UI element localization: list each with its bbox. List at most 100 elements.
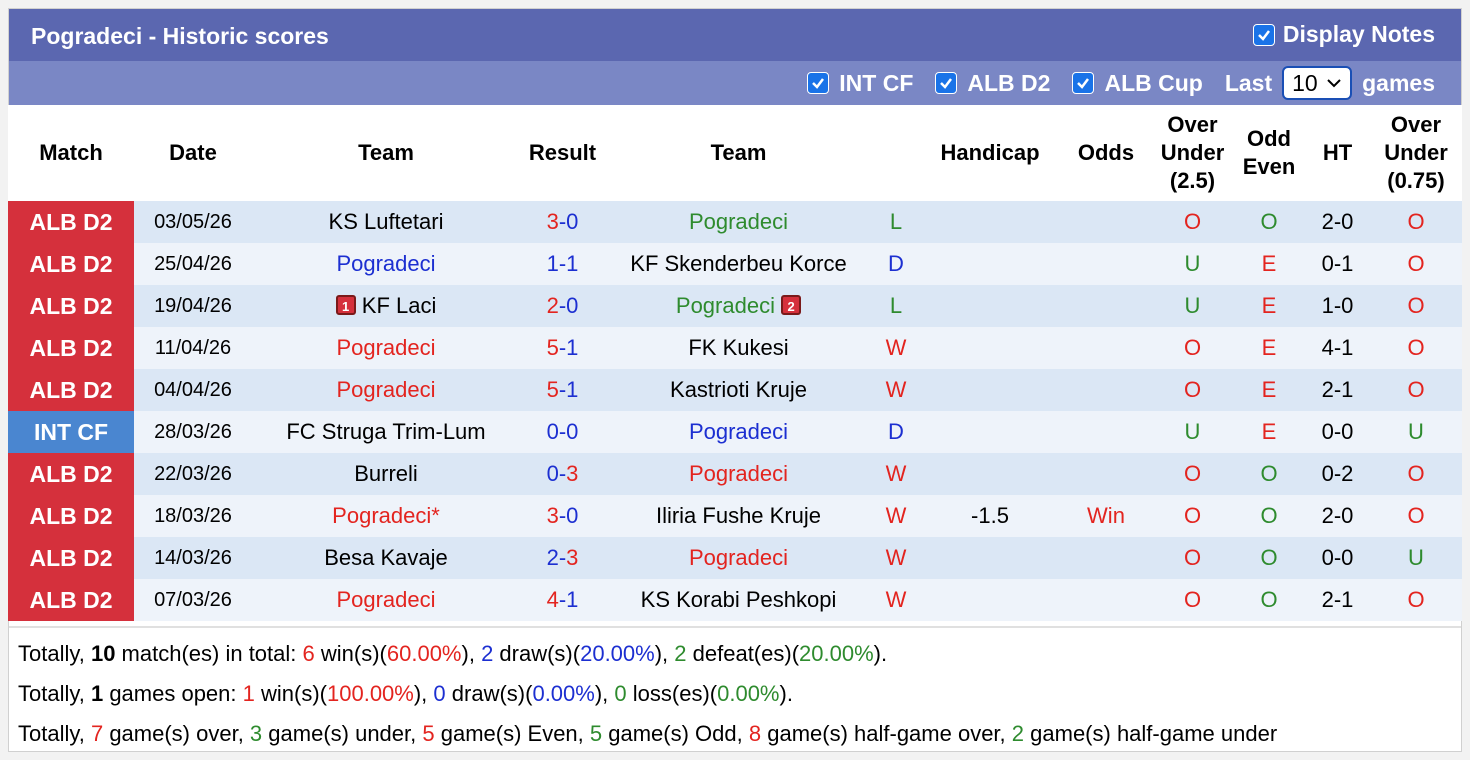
games-count-select[interactable]: 10 bbox=[1282, 66, 1353, 100]
summary-text: Totally, bbox=[18, 681, 91, 706]
outcome: W bbox=[872, 579, 920, 621]
checkbox[interactable] bbox=[935, 72, 958, 94]
team-name: Kastrioti Kruje bbox=[670, 377, 807, 402]
team-name: Pogradeci* bbox=[332, 503, 440, 528]
handicap bbox=[920, 243, 1060, 285]
competition: ALB D2 bbox=[8, 537, 134, 579]
summary-text: defeat(es)( bbox=[686, 641, 800, 666]
date: 22/03/26 bbox=[134, 453, 252, 495]
handicap bbox=[920, 201, 1060, 243]
checkbox[interactable] bbox=[1252, 23, 1275, 46]
half-time: 4-1 bbox=[1305, 327, 1370, 369]
summary-text: ). bbox=[779, 681, 793, 706]
summary-text: 0.00% bbox=[717, 681, 780, 706]
home-team: Pogradeci bbox=[252, 579, 520, 621]
away-goals: 1 bbox=[566, 587, 579, 612]
outcome: L bbox=[872, 201, 920, 243]
team-name: Pogradeci bbox=[336, 251, 436, 276]
league-filter[interactable]: ALB Cup bbox=[1072, 70, 1203, 97]
summary-text: 5 bbox=[589, 721, 603, 746]
home-team: Pogradeci* bbox=[252, 495, 520, 537]
league-filter[interactable]: INT CF bbox=[807, 70, 913, 97]
summary-text: game(s) under, bbox=[262, 721, 423, 746]
result: 0-3 bbox=[520, 453, 605, 495]
date: 04/04/26 bbox=[134, 369, 252, 411]
checkbox-label: ALB D2 bbox=[967, 69, 1051, 96]
handicap bbox=[920, 369, 1060, 411]
outcome: D bbox=[872, 411, 920, 453]
odd-even: E bbox=[1233, 369, 1305, 411]
handicap bbox=[920, 285, 1060, 327]
over-under-ht: U bbox=[1370, 411, 1462, 453]
half-time: 2-0 bbox=[1305, 201, 1370, 243]
checkbox[interactable] bbox=[1072, 72, 1095, 94]
result: 2-0 bbox=[520, 285, 605, 327]
away-goals: 1 bbox=[566, 335, 579, 360]
over-under-ht: O bbox=[1370, 201, 1462, 243]
handicap: -1.5 bbox=[920, 495, 1060, 537]
summary-text: 20.00% bbox=[580, 641, 655, 666]
summary-text: game(s) over, bbox=[103, 721, 250, 746]
away-team: Kastrioti Kruje bbox=[605, 369, 872, 411]
match-row: ALB D2 22/03/26 Burreli 0-3 Pogradeci W O O 0-2 O bbox=[8, 453, 1462, 495]
competition: ALB D2 bbox=[8, 579, 134, 621]
summary-text: 60.00% bbox=[386, 641, 462, 666]
over-under: O bbox=[1152, 495, 1233, 537]
summary-text: ), bbox=[594, 681, 615, 706]
score-separator: - bbox=[558, 461, 567, 486]
odd-even: O bbox=[1233, 453, 1305, 495]
home-goals: 0 bbox=[546, 419, 559, 444]
score-separator: - bbox=[558, 587, 567, 612]
over-under: U bbox=[1152, 243, 1233, 285]
summary-text: 1 bbox=[90, 681, 104, 706]
date: 14/03/26 bbox=[134, 537, 252, 579]
score-separator: - bbox=[558, 293, 567, 318]
scores-table: Match Date Team Result Team Handicap Odds Over … bbox=[8, 105, 1462, 621]
half-time: 2-1 bbox=[1305, 579, 1370, 621]
checkbox[interactable] bbox=[807, 72, 830, 94]
home-team: 1 KF Laci bbox=[252, 285, 520, 327]
date: 03/05/26 bbox=[134, 201, 252, 243]
summary-text: Totally, bbox=[18, 641, 91, 666]
column-header: Match bbox=[8, 105, 134, 201]
date: 19/04/26 bbox=[134, 285, 252, 327]
competition: INT CF bbox=[8, 411, 134, 453]
away-goals: 3 bbox=[566, 461, 579, 486]
match-row: ALB D2 04/04/26 Pogradeci 5-1 Kastrioti Kruj… bbox=[8, 369, 1462, 411]
team-name: Pogradeci bbox=[336, 377, 436, 402]
summary-line: Totally, 7 game(s) over, 3 game(s) under… bbox=[9, 714, 1461, 754]
last-label: Last bbox=[1224, 69, 1273, 96]
competition: ALB D2 bbox=[8, 327, 134, 369]
match-row: ALB D2 14/03/26 Besa Kavaje 2-3 Pogradeci W O O… bbox=[8, 537, 1462, 579]
half-time: 0-0 bbox=[1305, 411, 1370, 453]
handicap bbox=[920, 453, 1060, 495]
team-name: Pogradeci bbox=[688, 545, 789, 570]
summary-text: 3 bbox=[249, 721, 263, 746]
team-name: Besa Kavaje bbox=[324, 545, 448, 570]
summary-text: loss(es)( bbox=[626, 681, 718, 706]
team-name: KS Korabi Peshkopi bbox=[640, 587, 837, 612]
over-under: O bbox=[1152, 579, 1233, 621]
home-goals: 4 bbox=[546, 587, 559, 612]
date: 11/04/26 bbox=[134, 327, 252, 369]
competition: ALB D2 bbox=[8, 369, 134, 411]
league-filter[interactable]: ALB D2 bbox=[935, 70, 1050, 97]
over-under-ht: O bbox=[1370, 579, 1462, 621]
away-team: Pogradeci bbox=[605, 537, 872, 579]
home-goals: 5 bbox=[546, 335, 559, 360]
over-under: O bbox=[1152, 537, 1233, 579]
away-goals: 0 bbox=[566, 209, 579, 234]
result: 5-1 bbox=[520, 327, 605, 369]
competition: ALB D2 bbox=[8, 453, 134, 495]
title-bar: Pogradeci - Historic scores Display Note… bbox=[9, 9, 1461, 61]
team-name: KF Laci bbox=[361, 293, 437, 318]
summary-text: 0.00% bbox=[532, 681, 595, 706]
over-under-ht: O bbox=[1370, 285, 1462, 327]
over-under: U bbox=[1152, 411, 1233, 453]
column-header: Over Under (0.75) bbox=[1370, 105, 1462, 201]
home-team: Pogradeci bbox=[252, 369, 520, 411]
home-goals: 2 bbox=[546, 293, 559, 318]
score-separator: - bbox=[558, 503, 567, 528]
display-notes-toggle[interactable]: Display Notes bbox=[1252, 21, 1435, 48]
